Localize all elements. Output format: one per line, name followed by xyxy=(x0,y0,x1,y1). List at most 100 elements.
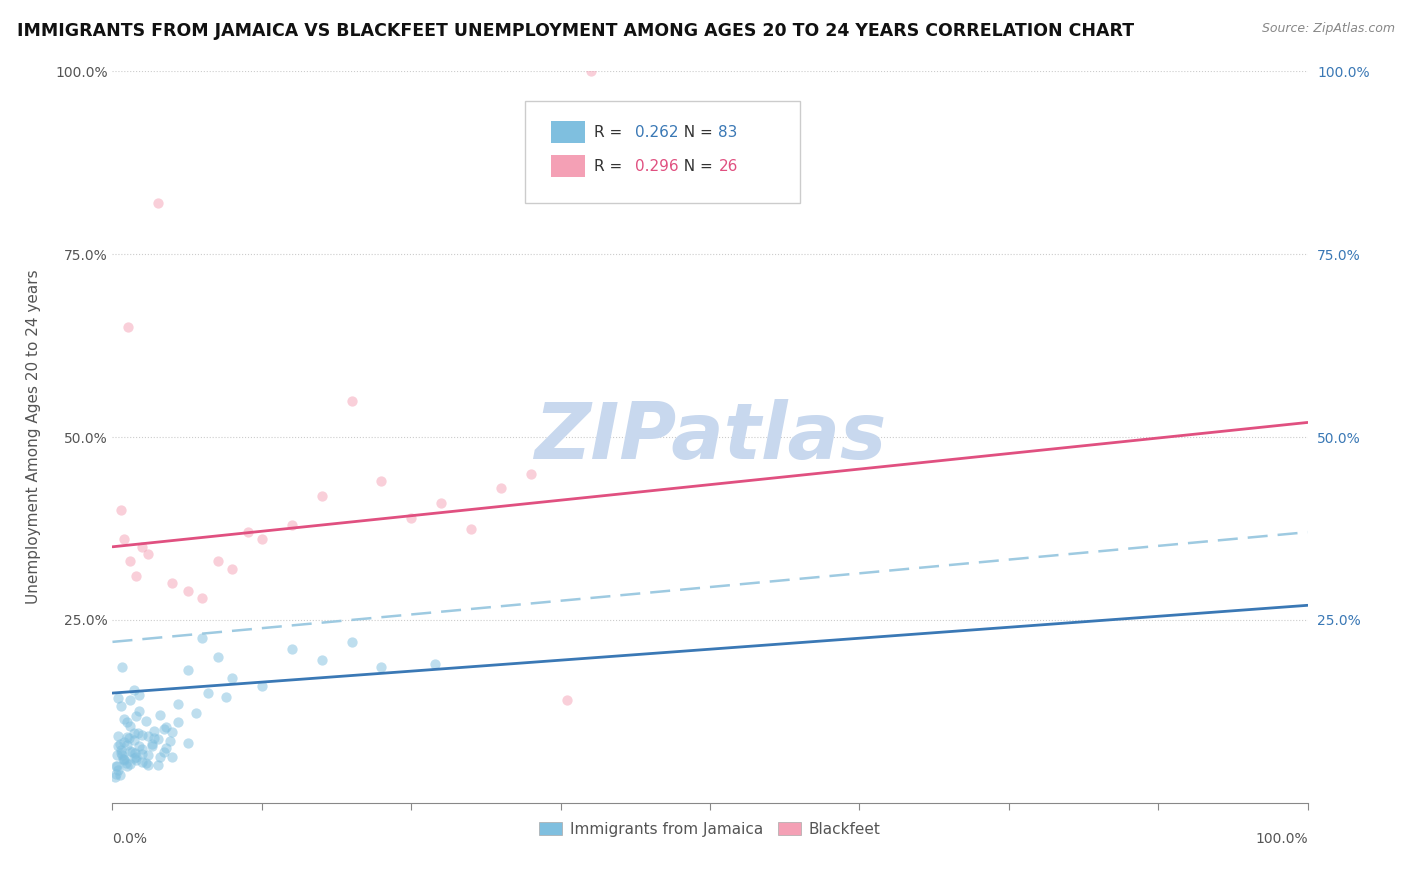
Point xyxy=(122,683,145,698)
Point xyxy=(555,693,578,707)
Point xyxy=(121,745,143,759)
Text: Source: ZipAtlas.com: Source: ZipAtlas.com xyxy=(1261,22,1395,36)
Point xyxy=(120,757,142,772)
Point xyxy=(191,591,214,605)
Point xyxy=(143,724,166,739)
Point xyxy=(153,745,176,759)
Text: N =: N = xyxy=(675,125,718,139)
Point xyxy=(159,734,181,748)
Point xyxy=(125,569,148,583)
Point xyxy=(146,732,169,747)
Point xyxy=(579,64,602,78)
Point xyxy=(115,759,138,773)
Point xyxy=(162,750,183,764)
Point xyxy=(149,749,172,764)
Point xyxy=(111,660,134,674)
Point xyxy=(207,649,229,664)
Point xyxy=(162,576,183,591)
Point xyxy=(108,768,131,782)
Point xyxy=(162,724,183,739)
Point xyxy=(177,736,200,750)
Point xyxy=(131,540,153,554)
Point xyxy=(138,729,160,743)
Point xyxy=(128,688,150,702)
Point xyxy=(141,737,163,751)
Point xyxy=(460,521,482,535)
Point xyxy=(138,748,160,763)
Point xyxy=(110,698,132,713)
Point xyxy=(250,533,273,547)
Point xyxy=(114,735,135,749)
Point xyxy=(155,740,177,755)
Text: R =: R = xyxy=(595,125,627,139)
Point xyxy=(131,742,153,756)
Point xyxy=(207,554,229,568)
Point xyxy=(120,719,142,733)
Point xyxy=(117,320,139,334)
Point xyxy=(105,759,128,773)
Point xyxy=(153,722,176,736)
Point xyxy=(250,679,273,693)
Text: IMMIGRANTS FROM JAMAICA VS BLACKFEET UNEMPLOYMENT AMONG AGES 20 TO 24 YEARS CORR: IMMIGRANTS FROM JAMAICA VS BLACKFEET UNE… xyxy=(17,22,1135,40)
Point xyxy=(115,738,138,752)
Point xyxy=(141,739,163,753)
Point xyxy=(191,632,214,646)
Point xyxy=(114,753,135,767)
FancyBboxPatch shape xyxy=(524,101,800,203)
Point xyxy=(110,743,132,757)
Point xyxy=(425,657,447,671)
Point xyxy=(146,757,169,772)
Point xyxy=(311,653,333,667)
Point xyxy=(221,672,243,686)
Point xyxy=(107,763,129,777)
FancyBboxPatch shape xyxy=(551,155,585,178)
Point xyxy=(177,583,200,598)
Point xyxy=(107,729,129,743)
Point xyxy=(143,731,166,745)
Point xyxy=(135,756,157,770)
Point xyxy=(430,496,453,510)
Point xyxy=(128,739,150,754)
Point xyxy=(520,467,543,481)
Point xyxy=(107,739,129,754)
Point xyxy=(110,503,132,517)
Point xyxy=(370,660,392,674)
Point xyxy=(155,721,177,735)
Point xyxy=(131,755,153,769)
Point xyxy=(236,525,259,540)
Text: N =: N = xyxy=(675,159,718,174)
Point xyxy=(115,714,138,729)
Point xyxy=(122,751,145,765)
Point xyxy=(114,756,136,770)
Point xyxy=(197,686,219,700)
Point xyxy=(186,706,208,720)
Point xyxy=(114,752,135,766)
Point xyxy=(114,533,135,547)
Point xyxy=(110,746,132,760)
Point xyxy=(112,752,135,766)
Point xyxy=(215,690,238,704)
Point xyxy=(131,747,153,761)
Text: 26: 26 xyxy=(718,159,738,174)
Point xyxy=(177,663,200,677)
Text: R =: R = xyxy=(595,159,627,174)
Point xyxy=(108,737,131,751)
Point xyxy=(114,712,135,726)
Point xyxy=(118,731,141,746)
Point xyxy=(122,732,145,747)
Point xyxy=(105,759,128,773)
Point xyxy=(125,749,148,764)
Point xyxy=(120,554,142,568)
Text: 100.0%: 100.0% xyxy=(1256,832,1308,846)
Legend: Immigrants from Jamaica, Blackfeet: Immigrants from Jamaica, Blackfeet xyxy=(533,815,887,843)
Text: 83: 83 xyxy=(718,125,738,139)
Point xyxy=(115,730,138,744)
Point xyxy=(125,753,148,767)
Point xyxy=(146,196,169,211)
Point xyxy=(489,481,512,495)
Point xyxy=(120,744,142,758)
Point xyxy=(124,746,146,760)
Point xyxy=(131,728,153,742)
Point xyxy=(105,766,128,780)
Point xyxy=(281,642,304,657)
